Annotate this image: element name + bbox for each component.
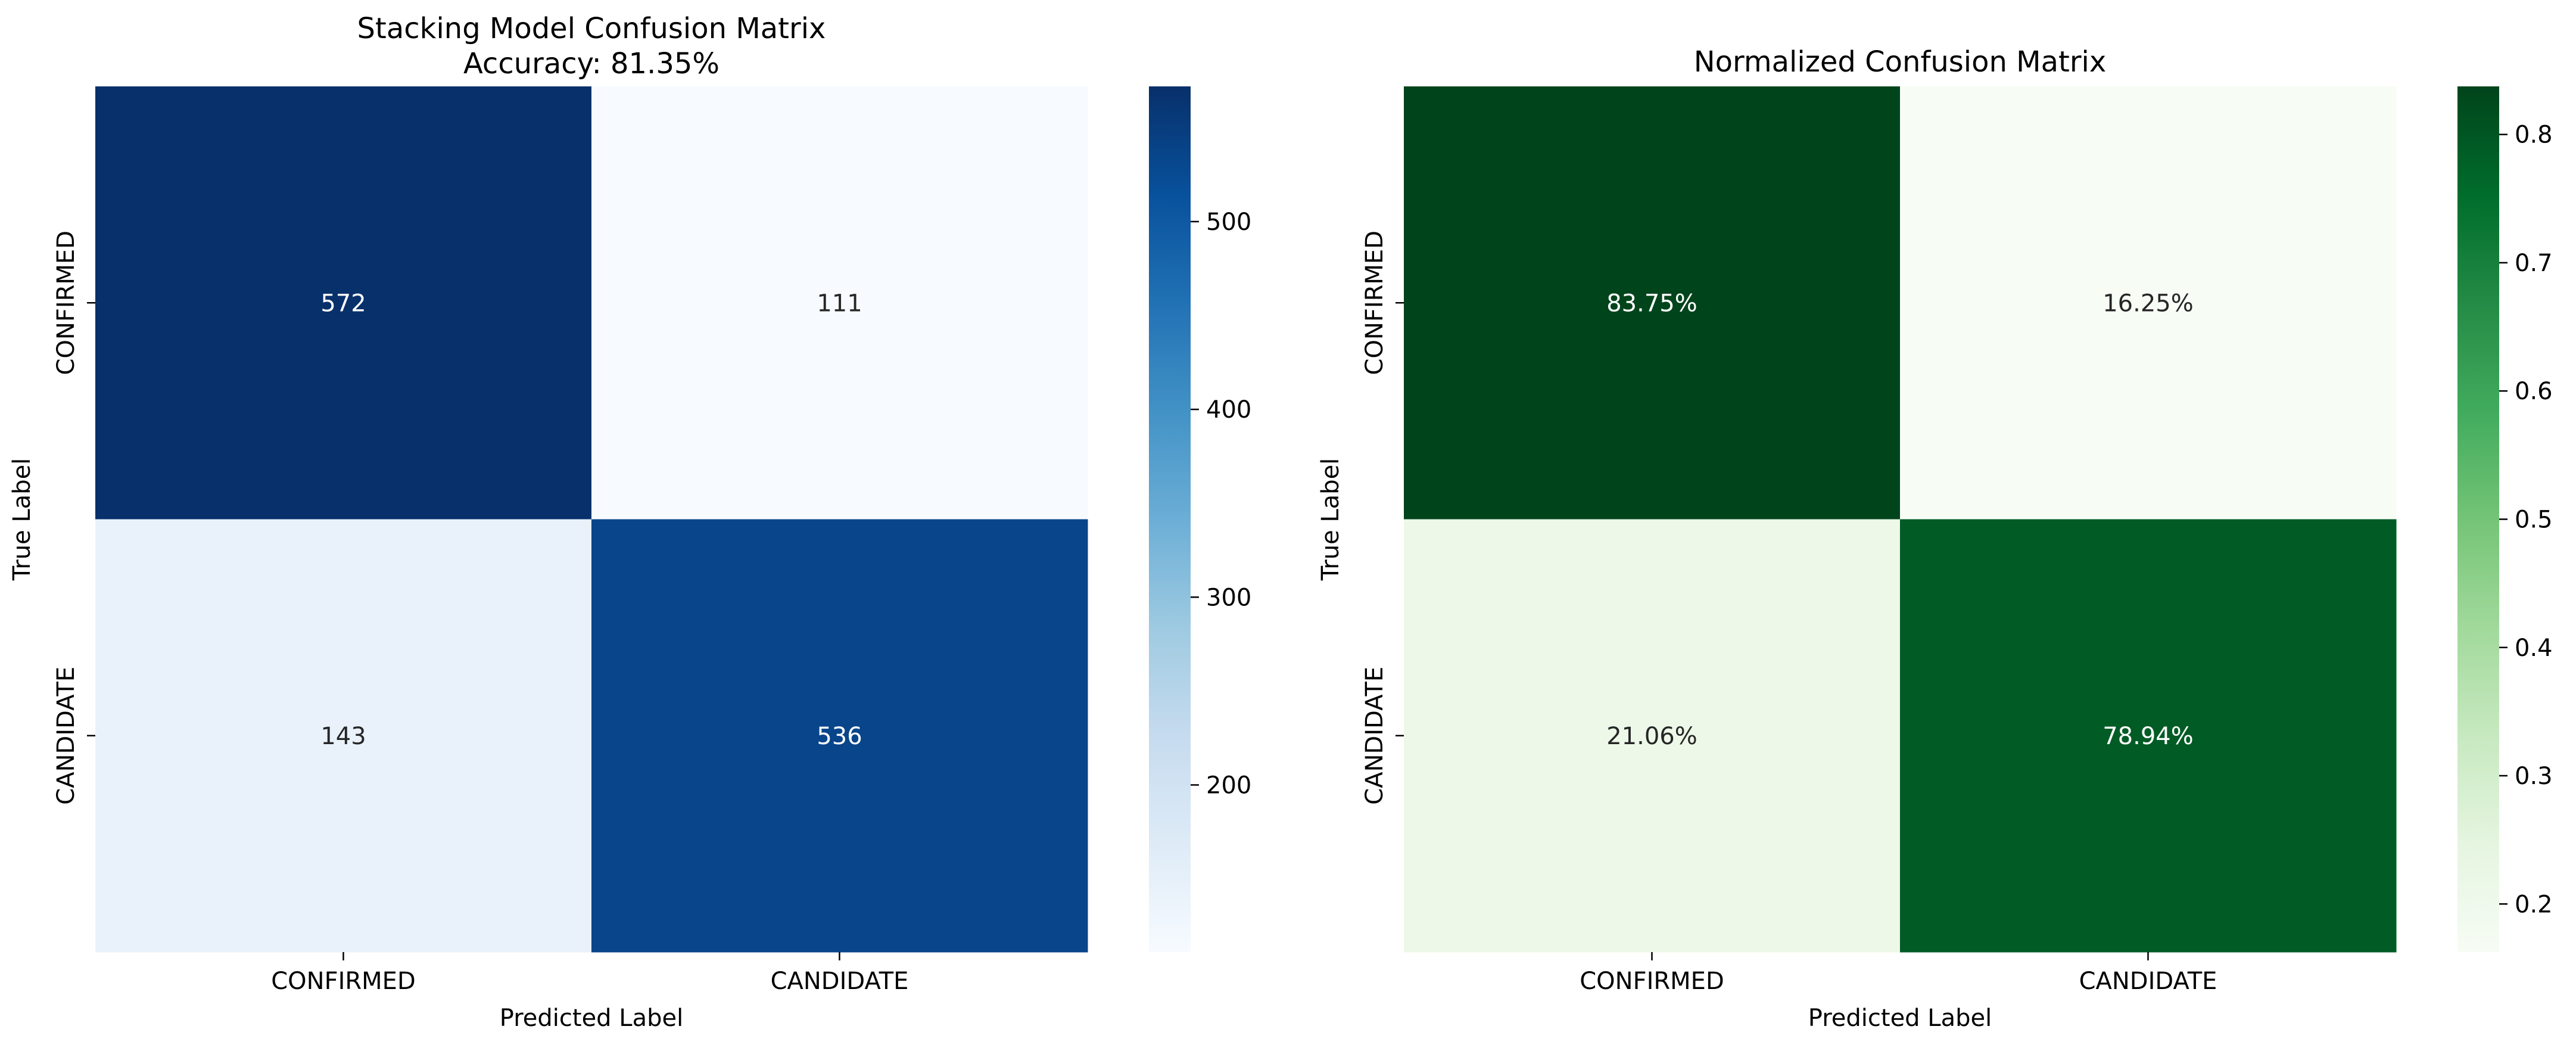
cell-value-label-r1-c1: 83.75%: [1606, 290, 1697, 317]
cell-value-label-r2-c2: 78.94%: [2102, 723, 2194, 750]
chart-title: Stacking Model Confusion Matrix: [357, 12, 826, 45]
colorbar-tick-label-6: 0.7: [2515, 250, 2553, 277]
heatmap-cell-r2-c2: [591, 519, 1088, 953]
colorbar: [2457, 86, 2499, 952]
cell-value-label-r2-c2: 536: [817, 723, 862, 750]
colorbar-tick-label-2: 300: [1206, 584, 1251, 611]
colorbar-tick-label-1: 0.2: [2515, 891, 2553, 918]
heatmap-cell-r1-c1: [95, 86, 592, 520]
x-tick-label-2: CANDIDATE: [771, 968, 909, 995]
x-axis-label: Predicted Label: [1808, 1005, 1992, 1032]
cell-value-label-r2-c1: 143: [320, 723, 366, 750]
y-axis-label: True Label: [8, 458, 36, 581]
y-tick-label-2: CANDIDATE: [1361, 667, 1388, 805]
colorbar-tick-label-2: 0.3: [2515, 763, 2553, 790]
chart-subtitle: Accuracy: 81.35%: [463, 47, 719, 80]
heatmap-cell-r2-c1: [95, 519, 592, 953]
colorbar-tick-label-3: 0.4: [2515, 635, 2553, 662]
x-tick-label-1: CONFIRMED: [1580, 968, 1724, 995]
colorbar-tick-label-5: 0.6: [2515, 378, 2553, 405]
y-axis-label: True Label: [1317, 458, 1344, 581]
colorbar-tick-label-1: 200: [1206, 772, 1251, 799]
cell-value-label-r1-c2: 111: [817, 290, 862, 317]
colorbar-tick-label-4: 500: [1206, 209, 1251, 236]
heatmap-panel-2: 83.75% 16.25% 21.06% 78.94% CONFIRMED CANDIDA…: [1317, 45, 2553, 1032]
x-tick-label-1: CONFIRMED: [271, 968, 416, 995]
heatmap-panel-1: 572 111 143 536 CONFIRMED CANDIDATE CONFIRMED C…: [8, 12, 1251, 1032]
y-tick-label-1: CONFIRMED: [52, 231, 80, 375]
colorbar-tick-label-3: 400: [1206, 396, 1251, 424]
x-axis-label: Predicted Label: [500, 1005, 683, 1032]
x-tick-label-2: CANDIDATE: [2079, 968, 2217, 995]
y-tick-label-2: CANDIDATE: [52, 667, 80, 805]
heatmap-cell-r1-c2: [1900, 86, 2397, 520]
heatmap-cell-r1-c2: [591, 86, 1088, 520]
colorbar: [1149, 86, 1191, 952]
heatmap-cell-r2-c2: [1900, 519, 2397, 953]
y-tick-label-1: CONFIRMED: [1361, 231, 1388, 375]
chart-title: Normalized Confusion Matrix: [1694, 45, 2107, 79]
cell-value-label-r1-c2: 16.25%: [2102, 290, 2194, 317]
cell-value-label-r1-c1: 572: [320, 290, 366, 317]
colorbar-tick-label-7: 0.8: [2515, 122, 2553, 149]
cell-value-label-r2-c1: 21.06%: [1606, 723, 1697, 750]
heatmap-cell-r1-c1: [1404, 86, 1901, 520]
heatmap-cell-r2-c1: [1404, 519, 1901, 953]
colorbar-tick-label-4: 0.5: [2515, 506, 2553, 534]
